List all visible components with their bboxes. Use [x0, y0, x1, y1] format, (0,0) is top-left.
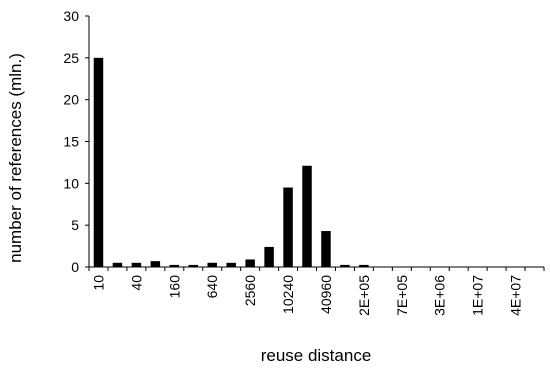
x-tick-label: 3E+06: [432, 275, 448, 316]
y-tick-label: 5: [71, 217, 79, 233]
bar: [169, 264, 180, 267]
x-tick-label: 40: [128, 275, 144, 291]
y-tick-label: 20: [63, 92, 79, 108]
bars: [93, 57, 369, 268]
x-tick-label: 160: [166, 275, 182, 299]
bar: [226, 262, 236, 267]
x-axis: 10 40 160 640 2560 10240 40960 2E+05 7E+05 3E+06 1…: [88, 266, 545, 316]
y-tick-label: 0: [71, 259, 79, 275]
bar: [321, 231, 331, 267]
x-tick-label: 2560: [242, 275, 258, 306]
bar: [131, 262, 142, 267]
bar: [188, 264, 199, 267]
x-tick-label: 7E+05: [394, 275, 410, 316]
x-tick-label: 1E+07: [470, 275, 486, 316]
x-tick-label: 40960: [318, 275, 334, 314]
x-tick-label: 2E+05: [356, 275, 372, 316]
x-tick-label: 10: [90, 275, 106, 291]
bar: [245, 259, 255, 267]
bar: [150, 261, 161, 267]
x-tick-label: 4E+07: [508, 275, 524, 316]
y-axis: 0 5 10 15 20 25 30: [63, 8, 90, 275]
bar: [302, 165, 312, 267]
bar: [359, 264, 369, 267]
bar: [112, 262, 123, 267]
y-axis-title: number of references (mln.): [6, 53, 25, 263]
x-tick-label: 10240: [280, 275, 296, 314]
y-tick-label: 25: [63, 50, 79, 66]
y-tick-label: 10: [63, 175, 79, 191]
x-axis-title: reuse distance: [261, 346, 372, 365]
bar: [340, 264, 350, 267]
bar: [264, 246, 274, 267]
bar: [207, 262, 217, 267]
y-tick-label: 30: [63, 8, 79, 24]
x-tick-label: 640: [204, 275, 220, 299]
bar: [93, 57, 104, 268]
y-tick-label: 15: [63, 134, 79, 150]
bar: [283, 187, 293, 267]
